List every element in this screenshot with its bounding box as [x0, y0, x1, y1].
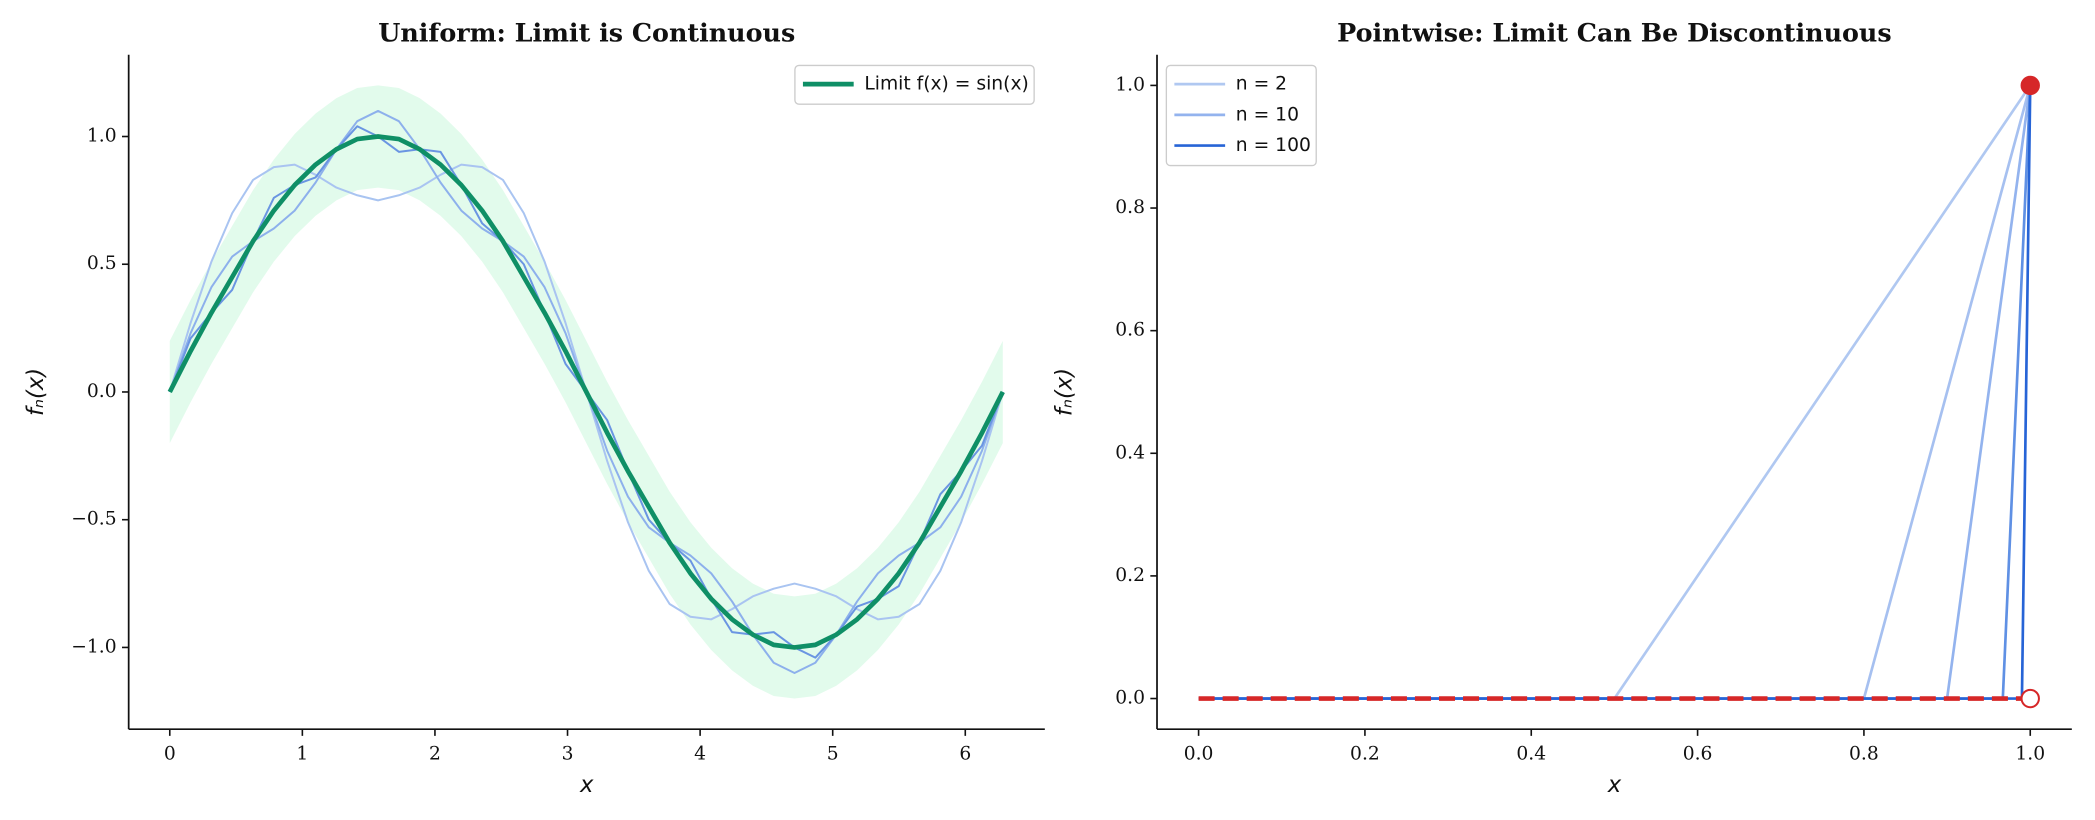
- y-tick-label: 0.0: [87, 381, 117, 402]
- x-axis-label: x: [579, 772, 594, 798]
- legend: Limit f(x) = sin(x): [794, 64, 1035, 105]
- y-tick-label: 0.8: [1115, 197, 1145, 218]
- y-axis-label: fₙ(x): [1051, 368, 1077, 416]
- series-line: [1198, 85, 2032, 700]
- x-tick-label: 4: [694, 744, 706, 765]
- legend-label: n = 10: [1236, 104, 1299, 125]
- series-line: [1198, 84, 2032, 700]
- y-axis-label: fₙ(x): [23, 368, 49, 416]
- x-axis-label: x: [1607, 772, 1622, 798]
- x-tick-label: 0.4: [1516, 744, 1546, 765]
- series-line: [1198, 85, 2032, 700]
- legend-box: [794, 64, 1035, 105]
- legend-label: Limit f(x) = sin(x): [864, 74, 1028, 95]
- y-tick-label: 1.0: [1115, 74, 1145, 95]
- chart-title: Uniform: Limit is Continuous: [378, 18, 795, 48]
- y-tick-label: 0.6: [1115, 320, 1145, 341]
- x-tick-label: 1.0: [2015, 744, 2045, 765]
- x-tick-label: 0.6: [1683, 744, 1713, 765]
- series-line: [1198, 85, 2032, 700]
- series-line: [167, 134, 1005, 650]
- legend-label: n = 100: [1236, 135, 1311, 156]
- legend: n = 2 n = 10 n = 100: [1165, 64, 1317, 167]
- y-tick-label: −0.5: [71, 509, 116, 530]
- legend-label: n = 2: [1236, 74, 1287, 95]
- x-tick-label: 0.2: [1350, 744, 1380, 765]
- x-tick-label: 5: [827, 744, 839, 765]
- x-tick-label: 0.8: [1849, 744, 1879, 765]
- y-tick-label: 0.5: [87, 253, 117, 274]
- x-tick-label: 2: [429, 744, 441, 765]
- y-tick-label: 1.0: [87, 126, 117, 147]
- chart-title: Pointwise: Limit Can Be Discontinuous: [1337, 18, 1891, 48]
- x-tick-label: 6: [959, 744, 971, 765]
- x-tick-label: 1: [296, 744, 308, 765]
- limit-point: [2020, 688, 2040, 709]
- x-tick-label: 0: [164, 744, 176, 765]
- series-line: [1198, 85, 2032, 700]
- x-tick-label: 3: [562, 744, 574, 765]
- y-tick-label: 0.0: [1115, 688, 1145, 709]
- y-tick-label: 0.2: [1115, 565, 1145, 586]
- y-tick-label: −1.0: [71, 636, 116, 657]
- legend-box: [1165, 64, 1317, 167]
- x-tick-label: 0.0: [1184, 744, 1214, 765]
- limit-point: [2020, 75, 2040, 96]
- y-tick-label: 0.4: [1115, 442, 1145, 463]
